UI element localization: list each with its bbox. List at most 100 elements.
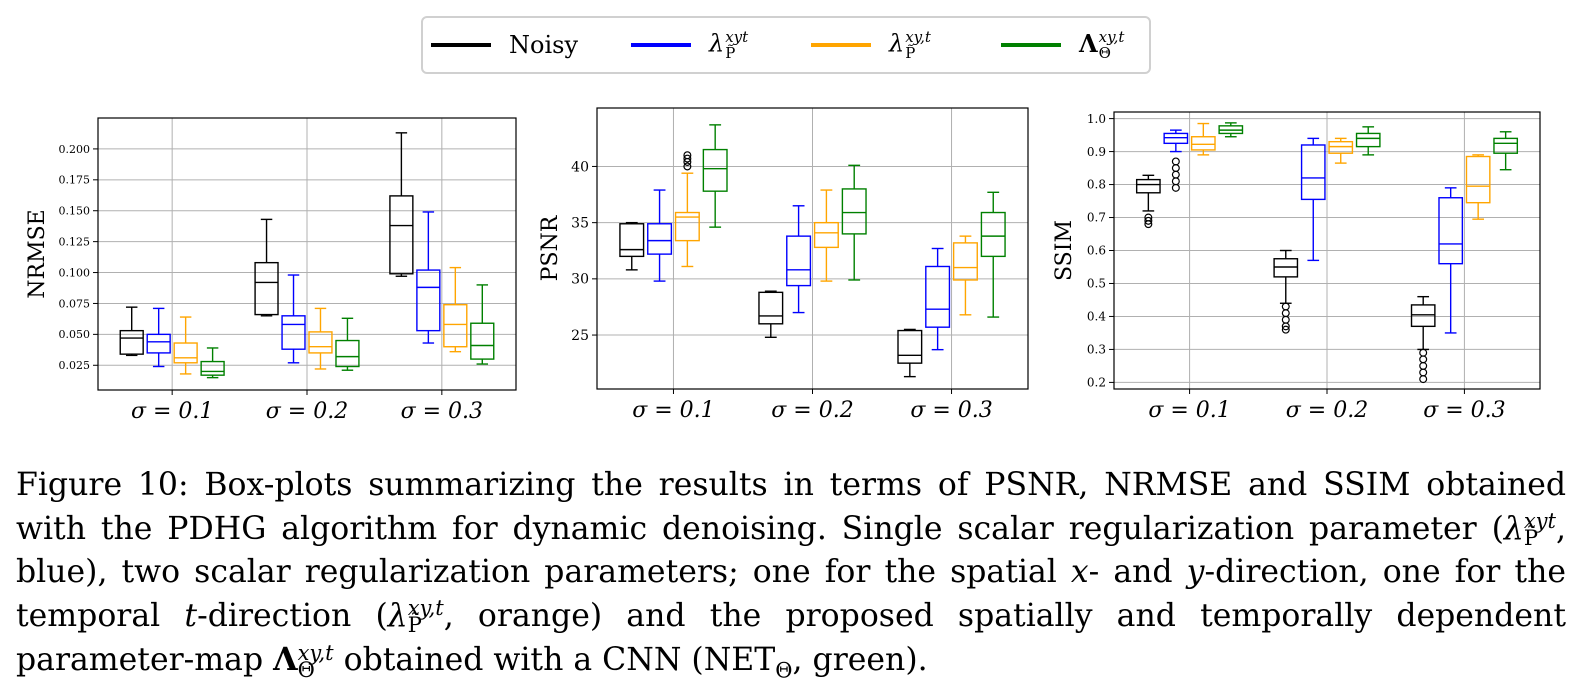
caption-y-var: y [1186,554,1205,590]
x-tick-label: σ = 0.1 [131,399,213,424]
box-body [674,211,700,242]
caption-x-var: x [1070,554,1089,590]
caption-sub-2: P̃ [407,613,422,637]
box-body [1438,197,1464,265]
plot-frame [1113,111,1541,390]
y-tick-label: 0.050 [59,328,91,341]
caption-text-4: -direction, one for the temporal [16,554,1566,634]
box-flier [683,151,692,160]
box-flier [1171,157,1180,166]
box-body [1410,304,1436,328]
box-flier [683,162,692,171]
y-tick-label: 0.8 [1087,178,1106,192]
x-tick-label: σ = 0.1 [632,398,714,423]
caption-net-sub: Θ [775,658,793,683]
caption-sup-3: xy,t [297,640,334,665]
box-body [1355,132,1381,148]
legend-swatch-lambda-xy-t [811,43,871,47]
box-body [416,269,441,332]
y-axis-label: SSIM [1052,220,1077,281]
y-tick-label: 0.7 [1087,211,1106,225]
y-tick-label: 0.4 [1087,310,1106,324]
y-tick-label: 0.150 [59,205,91,218]
legend-item-lambda-xy-t: λ xy,t P̃ [811,18,931,72]
caption-paragraph: Figure 10: Box-plots summarizing the res… [16,464,1566,693]
box-body [1328,140,1354,154]
y-tick-label: 40 [571,159,589,175]
box-body [335,339,360,368]
legend-label-lambda-xyt: λ xyt P̃ [709,28,749,62]
box-body [389,195,414,275]
legend-swatch-Lambda-theta [1001,43,1061,47]
box-body [952,242,978,281]
box-flier [1171,170,1180,179]
x-tick-label: σ = 0.2 [266,399,348,424]
box-body [925,265,951,328]
box-flier [1281,302,1290,311]
box-flier [1419,361,1428,370]
box-body [281,315,306,350]
box-body [786,235,812,287]
y-tick-label: 0.9 [1087,145,1106,159]
figure-caption: Figure 10: Box-plots summarizing the res… [16,464,1566,693]
y-tick-label: 25 [571,328,589,344]
caption-label: Figure 10: [16,467,189,503]
caption-text-1: Box-plots summarizing the results in ter… [16,467,1566,547]
y-tick-label: 0.125 [59,235,91,248]
plot-frame [97,117,517,391]
caption-sup-2: xy,t [407,596,444,620]
box-flier [1281,309,1290,318]
legend-label-lambda-xy-t: λ xy,t P̃ [889,28,931,62]
caption-lambda-1: λ [1503,510,1524,547]
x-tick-label: σ = 0.2 [1286,398,1368,423]
box-body [254,261,279,316]
y-tick-label: 0.025 [59,359,91,372]
boxplot-figure: 0.025 0.050 0.075 0.100 0.125 0.150 0.175 0.200… [25,107,1541,424]
box-flier [1281,315,1290,324]
y-tick-label: 0.100 [59,266,91,279]
caption-sub-1: P̃ [1523,526,1538,550]
x-tick-label: σ = 0.2 [771,398,853,423]
caption-sub-3: Θ [297,657,315,682]
charts-area: 0.025 0.050 0.075 0.100 0.125 0.150 0.175 0.200… [25,107,1541,424]
box-body [1190,136,1216,151]
caption-t-var: t [184,597,198,634]
box-body [1273,258,1299,278]
caption-text-5: -direction ( [197,597,388,634]
y-tick-label: 1.0 [1087,112,1106,126]
y-tick-label: 0.075 [59,297,91,310]
box-body [119,329,144,355]
caption-Lambda: Λ [273,641,298,678]
box-body [1493,137,1519,154]
box-flier [1419,368,1428,377]
y-tick-label: 0.3 [1087,343,1106,357]
box-body [813,221,839,249]
box-body [470,322,495,360]
box-flier [1281,322,1290,331]
box-body [443,303,468,348]
caption-lambda-2: λ [387,597,408,634]
caption-text-7: obtained with a CNN (NET [333,642,776,678]
box-body [146,333,171,354]
caption-text-3: - and [1088,554,1187,590]
legend-item-lambda-xyt: λ xyt P̃ [631,18,748,72]
legend-item-noisy: Noisy [431,18,578,72]
box-flier [1144,220,1153,229]
box-flier [1171,183,1180,192]
y-tick-label: 35 [571,216,589,232]
box-body [702,148,728,192]
box-body [897,329,923,364]
y-tick-label: 0.5 [1087,277,1106,291]
caption-text-8: , green). [792,642,928,678]
y-axis-label: NRMSE [25,209,50,298]
plot-frame [596,107,1029,390]
box-body [1135,178,1161,194]
y-tick-label: 0.200 [59,143,91,156]
caption-text-6: , orange) and the proposed spatially and… [16,597,1566,679]
box-flier [1419,375,1428,384]
box-body [619,223,645,258]
box-body [758,291,784,325]
box-flier [1171,164,1180,173]
